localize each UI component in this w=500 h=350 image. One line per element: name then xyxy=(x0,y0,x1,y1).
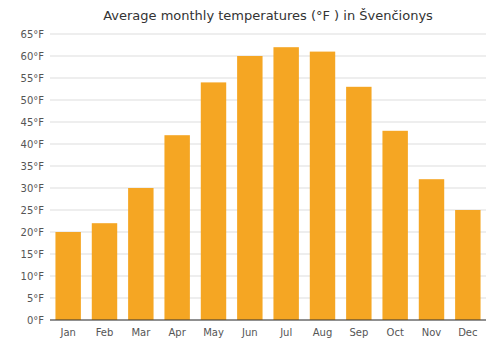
y-tick-label: 45°F xyxy=(21,117,45,128)
x-tick-label: Sep xyxy=(349,327,368,338)
y-tick-label: 20°F xyxy=(21,227,45,238)
bar xyxy=(419,179,444,320)
x-tick-label: Oct xyxy=(387,327,404,338)
y-tick-label: 50°F xyxy=(21,95,45,106)
y-tick-label: 40°F xyxy=(21,139,45,150)
grid-line xyxy=(50,34,486,35)
x-tick-label: Apr xyxy=(169,327,187,338)
x-tick-label: Nov xyxy=(422,327,442,338)
bar xyxy=(128,188,153,320)
bar xyxy=(346,87,371,320)
grid xyxy=(50,34,486,320)
bar xyxy=(455,210,480,320)
y-tick-label: 0°F xyxy=(27,315,44,326)
grid-line xyxy=(50,56,486,57)
bar xyxy=(273,47,298,320)
x-tick-label: Aug xyxy=(313,327,333,338)
bars xyxy=(55,47,480,320)
grid-line xyxy=(50,122,486,123)
x-axis-line xyxy=(50,320,486,321)
y-tick-label: 55°F xyxy=(21,73,45,84)
y-tick-label: 10°F xyxy=(21,271,45,282)
grid-line xyxy=(50,78,486,79)
bar xyxy=(92,223,117,320)
x-tick-label: Jul xyxy=(279,327,292,338)
x-tick-label: Mar xyxy=(131,327,151,338)
grid-line xyxy=(50,100,486,101)
y-tick-label: 5°F xyxy=(27,293,44,304)
x-tick-label: May xyxy=(203,327,224,338)
bar xyxy=(164,135,189,320)
y-tick-label: 25°F xyxy=(21,205,45,216)
y-tick-label: 65°F xyxy=(21,29,45,40)
y-tick-label: 60°F xyxy=(21,51,45,62)
x-tick-label: Jan xyxy=(59,327,75,338)
x-tick-label: Dec xyxy=(458,327,477,338)
y-tick-label: 30°F xyxy=(21,183,45,194)
bar xyxy=(201,82,226,320)
x-tick-label: Jun xyxy=(241,327,258,338)
x-tick-label: Feb xyxy=(96,327,114,338)
chart-container: Average monthly temperatures (°F ) in Šv… xyxy=(0,0,500,350)
y-tick-label: 35°F xyxy=(21,161,45,172)
bar xyxy=(55,232,80,320)
y-tick-label: 15°F xyxy=(21,249,45,260)
bar xyxy=(237,56,262,320)
bar xyxy=(382,131,407,320)
grid-line xyxy=(50,320,486,321)
grid-line xyxy=(50,166,486,167)
bar xyxy=(310,52,335,320)
title: Average monthly temperatures (°F ) in Šv… xyxy=(103,8,433,23)
grid-line xyxy=(50,144,486,145)
chart-svg: Average monthly temperatures (°F ) in Šv… xyxy=(0,0,500,350)
